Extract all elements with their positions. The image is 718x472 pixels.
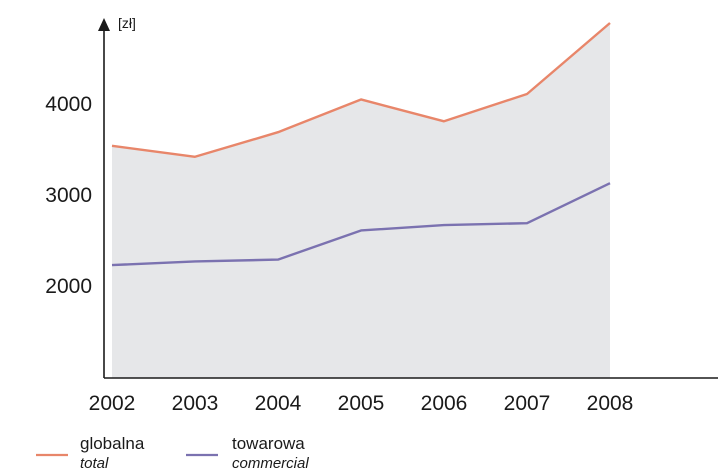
- x-tick-label: 2005: [338, 392, 385, 415]
- tick-labels: 2000 3000 4000 2002 2003 2004 2005 2006 2007 2008: [45, 93, 633, 415]
- y-tick-label: 4000: [45, 93, 92, 116]
- x-tick-label: 2006: [421, 392, 468, 415]
- legend-sublabel-commercial: commercial: [232, 455, 309, 472]
- legend-sublabel-total: total: [80, 455, 109, 472]
- series-lines: [111, 22, 611, 267]
- area-fill-layer: [112, 23, 610, 378]
- x-tick-label: 2003: [172, 392, 219, 415]
- series-line-globalna: [111, 22, 611, 158]
- x-tick-label: 2007: [504, 392, 551, 415]
- y-tick-label: 2000: [45, 275, 92, 298]
- axes: [zł]: [98, 15, 718, 379]
- legend-label-globalna: globalna: [80, 434, 145, 453]
- area-fill: [112, 23, 610, 378]
- x-tick-label: 2002: [89, 392, 136, 415]
- legend: globalna total towarowa commercial: [36, 434, 309, 472]
- x-tick-label: 2004: [255, 392, 302, 415]
- y-tick-label: 3000: [45, 184, 92, 207]
- y-axis-arrow-icon: [98, 18, 110, 31]
- x-tick-label: 2008: [587, 392, 634, 415]
- series-line-towarowa: [111, 182, 611, 267]
- legend-label-towarowa: towarowa: [232, 434, 305, 453]
- y-axis-unit-label: [zł]: [118, 15, 136, 31]
